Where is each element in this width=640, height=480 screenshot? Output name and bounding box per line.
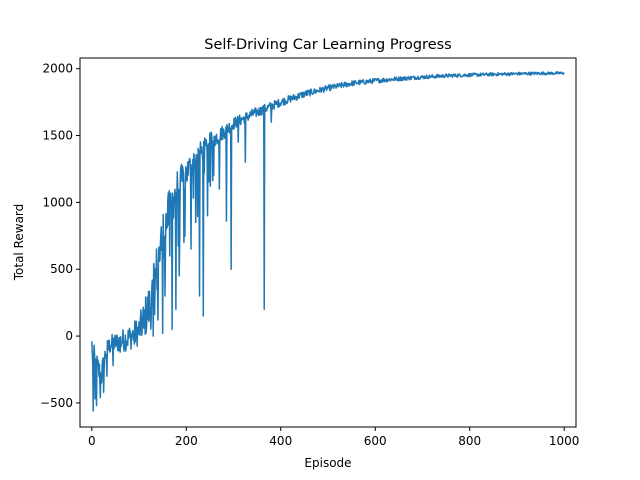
- x-tick-label: 1000: [549, 434, 580, 448]
- chart-title: Self-Driving Car Learning Progress: [204, 37, 451, 53]
- y-tick-label: 500: [50, 262, 73, 276]
- y-tick-label: −500: [40, 396, 73, 410]
- y-tick-label: 1000: [42, 195, 73, 209]
- x-tick-label: 600: [364, 434, 387, 448]
- x-tick-label: 800: [458, 434, 481, 448]
- x-axis-label: Episode: [304, 456, 351, 470]
- plot-area: [91, 71, 565, 412]
- y-tick-label: 0: [65, 329, 73, 343]
- y-axis-label: Total Reward: [12, 204, 26, 282]
- x-tick-label: 400: [269, 434, 292, 448]
- y-tick-label: 1500: [42, 129, 73, 143]
- reward-series-line: [91, 71, 565, 412]
- y-axis-ticks: −500 0 500 1000 1500 2000: [40, 62, 80, 410]
- y-tick-label: 2000: [42, 62, 73, 76]
- x-tick-label: 200: [175, 434, 198, 448]
- x-axis-ticks: 0 200 400 600 800 1000: [88, 427, 579, 448]
- x-tick-label: 0: [88, 434, 96, 448]
- axes-frame: [79, 57, 577, 428]
